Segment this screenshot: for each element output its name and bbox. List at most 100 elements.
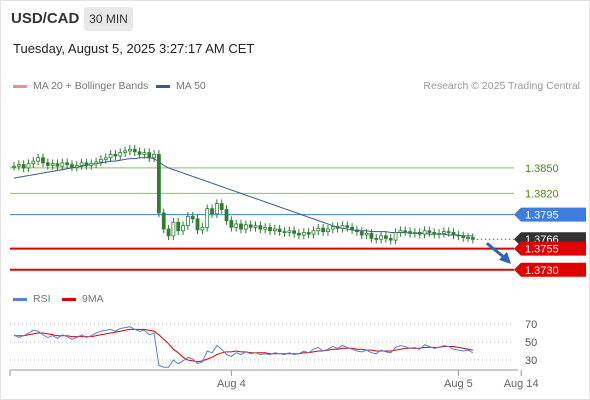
level-tag-bg (514, 241, 586, 256)
candle-body (316, 227, 321, 232)
candle-body (330, 226, 335, 230)
candle-body (200, 226, 205, 231)
level-label-1.3820: 1.3820 (525, 188, 559, 200)
candle-body (74, 164, 79, 168)
legend-swatch (156, 84, 170, 88)
candle-body (461, 235, 466, 238)
candle-body (301, 232, 306, 236)
candle-body (89, 163, 94, 166)
candle-body (340, 225, 345, 229)
candle-body (128, 148, 132, 152)
legend-9ma: 9MA (62, 293, 104, 305)
candle-body (137, 151, 142, 155)
symbol-title: USD/CAD (11, 10, 80, 27)
date-line: Tuesday, August 5, 2025 3:27:17 AM CET (13, 41, 255, 56)
candle-body (84, 162, 89, 166)
candle-body (359, 231, 364, 236)
legend-ma50: MA 50 (156, 80, 206, 92)
candle-body (229, 220, 234, 228)
rsi-tick-label-50: 50 (525, 337, 537, 349)
candle-body (166, 228, 171, 237)
legend-label: RSI (33, 293, 51, 305)
candle-body (108, 153, 113, 159)
candle-body (118, 152, 123, 157)
candle-body (297, 232, 301, 236)
rsi-line (13, 326, 474, 368)
rsi-tick-label-70: 70 (525, 319, 537, 331)
candle-body (258, 225, 263, 230)
level-label-1.3795: 1.3795 (525, 210, 559, 222)
candle-body (393, 232, 398, 241)
x-tick-label-Aug-4: Aug 4 (217, 378, 246, 390)
candle-body (369, 232, 374, 239)
level-tag-bg (514, 207, 586, 222)
candle-body (272, 228, 277, 232)
candle-body (50, 163, 55, 166)
candle-body (427, 230, 432, 233)
candle-body (355, 229, 359, 233)
candle-body (210, 208, 214, 215)
candle-body (132, 148, 137, 153)
rsi-ma-line (14, 328, 473, 363)
candle-body (176, 221, 181, 232)
candle-body (446, 231, 451, 234)
candle-body (412, 232, 417, 234)
candle-body (243, 224, 248, 230)
candle-body (326, 228, 330, 233)
candle-body (374, 237, 379, 240)
candle-body (306, 232, 311, 235)
candle-body (70, 164, 74, 168)
candle-body (147, 152, 152, 159)
x-tick-label-Aug-5: Aug 5 (444, 378, 473, 390)
level-label-1.3730: 1.3730 (525, 265, 559, 277)
candle-body (345, 225, 350, 228)
forecast-arrow-head (499, 251, 511, 264)
candle-body (451, 232, 456, 236)
candle-body (26, 163, 31, 169)
x-tick-label-Aug-14: Aug 14 (504, 378, 539, 390)
candle-body (350, 226, 355, 231)
candle-body (408, 231, 412, 234)
candle-body (171, 221, 176, 237)
candle-body (94, 161, 99, 165)
legend-label: MA 50 (176, 80, 206, 92)
candle-body (470, 237, 475, 240)
candle-body (123, 150, 127, 154)
legend-label: MA 20 + Bollinger Bands (33, 80, 149, 92)
candle-body (181, 225, 185, 232)
level-tag-1.3795: 1.3795 (514, 207, 586, 222)
candle-body (277, 228, 282, 233)
candle-body (466, 237, 470, 239)
candle-body (253, 225, 258, 228)
candle-body (152, 153, 156, 159)
timeframe-badge[interactable]: 30 MIN (84, 7, 133, 31)
candle-body (456, 234, 461, 237)
candle-body (335, 226, 340, 229)
candle-body (103, 157, 108, 160)
candle-body (403, 230, 408, 233)
level-label-1.3755: 1.3755 (525, 244, 559, 256)
candle-body (379, 235, 383, 240)
candle-body (437, 232, 441, 235)
candle-body (321, 227, 326, 233)
header: USD/CAD 30 MIN (0, 0, 590, 36)
candle-body (263, 226, 268, 230)
legend-swatch (62, 297, 76, 301)
candle-body (205, 208, 210, 228)
candle-body (60, 162, 65, 167)
candle-body (292, 230, 297, 234)
candle-body (239, 223, 243, 230)
candle-body (55, 163, 60, 167)
legend-rsi: RSI (13, 293, 51, 305)
candle-body (31, 160, 36, 165)
candle-body (190, 215, 195, 220)
candle-body (441, 231, 446, 234)
candle-body (417, 232, 422, 235)
candle-body (248, 224, 253, 228)
candle-body (224, 209, 229, 221)
level-label-1.3850: 1.3850 (525, 163, 559, 175)
ma50-line (13, 157, 473, 237)
candle-body (388, 237, 393, 241)
candle-body (234, 223, 239, 228)
